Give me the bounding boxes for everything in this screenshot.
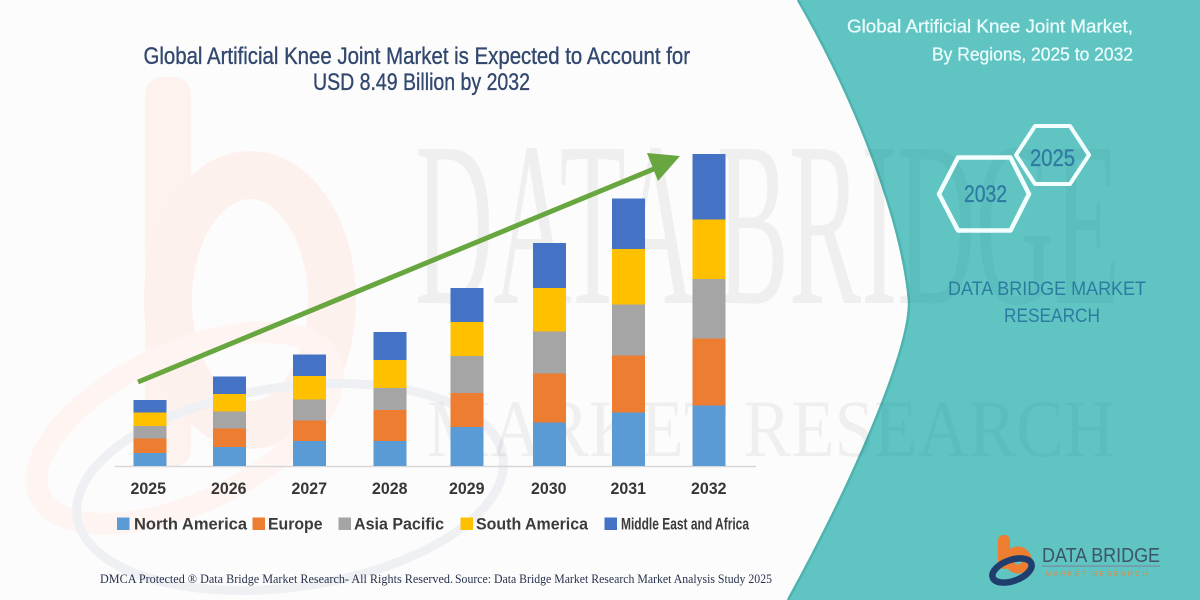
svg-text:MARKET RESEARCH: MARKET RESEARCH <box>427 383 1115 474</box>
svg-text:DMCA Protected ® Data Bridge M: DMCA Protected ® Data Bridge Market Rese… <box>100 572 453 586</box>
svg-text:USD 8.49 Billion by 2032: USD 8.49 Billion by 2032 <box>313 69 530 96</box>
svg-text:2025: 2025 <box>131 480 167 498</box>
svg-text:Asia Pacific: Asia Pacific <box>354 516 444 534</box>
svg-text:RESEARCH: RESEARCH <box>1004 306 1100 327</box>
svg-text:DATA BRIDGE MARKET: DATA BRIDGE MARKET <box>948 279 1146 300</box>
svg-text:Global Artificial Knee Joint M: Global Artificial Knee Joint Market, <box>847 16 1133 37</box>
svg-text:By Regions, 2025 to 2032: By Regions, 2025 to 2032 <box>932 44 1133 65</box>
svg-text:South America: South America <box>476 516 589 534</box>
svg-text:2030: 2030 <box>531 480 567 498</box>
svg-text:2029: 2029 <box>449 480 485 498</box>
svg-text:Global Artificial Knee Joint M: Global Artificial Knee Joint Market is E… <box>144 43 691 70</box>
svg-text:2032: 2032 <box>964 181 1007 208</box>
svg-text:North America: North America <box>134 516 248 534</box>
svg-text:2025: 2025 <box>1030 145 1075 172</box>
svg-text:Middle East and Africa: Middle East and Africa <box>621 516 750 534</box>
svg-text:DATA BRIDGE: DATA BRIDGE <box>1042 545 1160 567</box>
svg-text:Source: Data Bridge Market Res: Source: Data Bridge Market Research Mark… <box>455 572 772 586</box>
svg-text:MARKET RESEARCH: MARKET RESEARCH <box>1045 571 1150 578</box>
svg-text:2028: 2028 <box>372 480 408 498</box>
svg-text:2026: 2026 <box>211 480 247 498</box>
svg-text:2032: 2032 <box>691 480 727 498</box>
svg-text:2031: 2031 <box>611 480 647 498</box>
svg-text:DATA BRIDGE: DATA BRIDGE <box>415 94 1120 354</box>
svg-text:2027: 2027 <box>292 480 328 498</box>
svg-text:Europe: Europe <box>268 516 323 534</box>
